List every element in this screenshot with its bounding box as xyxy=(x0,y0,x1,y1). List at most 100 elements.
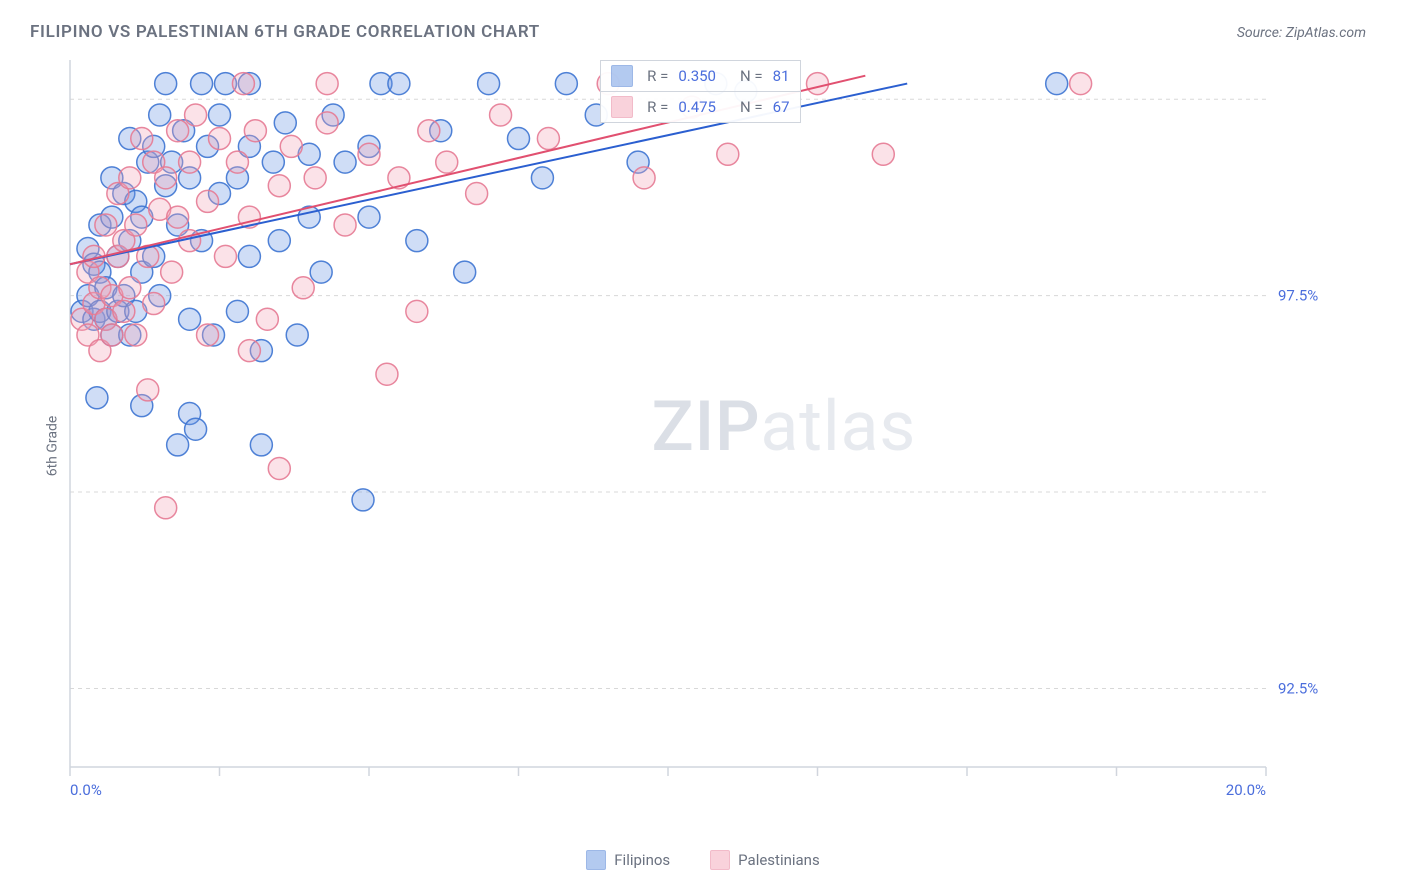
scatter-point xyxy=(717,143,739,165)
stats-legend-box: R = 0.350 N = 81 R = 0.475 N = 67 xyxy=(600,60,800,123)
scatter-point xyxy=(316,73,338,95)
scatter-point xyxy=(280,135,302,157)
stats-swatch xyxy=(611,96,633,118)
scatter-point xyxy=(334,214,356,236)
scatter-point xyxy=(807,73,829,95)
scatter-point xyxy=(1046,73,1068,95)
legend-swatch xyxy=(710,850,730,870)
scatter-point xyxy=(537,128,559,150)
stats-row: R = 0.475 N = 67 xyxy=(601,92,799,122)
legend-item: Palestinians xyxy=(710,850,820,870)
stats-N-label: N = xyxy=(740,98,763,116)
scatter-point xyxy=(86,387,108,409)
scatter-point xyxy=(119,277,141,299)
scatter-point xyxy=(226,300,248,322)
chart-title: FILIPINO VS PALESTINIAN 6TH GRADE CORREL… xyxy=(30,22,540,42)
y-tick-label: 92.5% xyxy=(1278,679,1318,697)
scatter-point xyxy=(388,73,410,95)
scatter-point xyxy=(232,73,254,95)
scatter-point xyxy=(274,112,296,134)
scatter-point xyxy=(149,104,171,126)
scatter-point xyxy=(454,261,476,283)
scatter-point xyxy=(214,245,236,267)
y-tick-label: 97.5% xyxy=(1278,287,1318,305)
scatter-point xyxy=(238,340,260,362)
scatter-point xyxy=(155,167,177,189)
stats-N-value: 81 xyxy=(773,67,790,85)
scatter-point xyxy=(113,300,135,322)
scatter-point xyxy=(478,73,500,95)
scatter-point xyxy=(268,230,290,252)
scatter-point xyxy=(191,73,213,95)
scatter-point xyxy=(250,434,272,456)
scatter-point xyxy=(179,308,201,330)
scatter-point xyxy=(508,128,530,150)
stats-R-label: R = xyxy=(647,98,668,116)
x-tick-label: 20.0% xyxy=(1226,781,1266,799)
scatter-point xyxy=(358,206,380,228)
scatter-point xyxy=(490,104,512,126)
scatter-point xyxy=(316,112,338,134)
y-axis-label: 6th Grade xyxy=(44,416,60,477)
scatter-point xyxy=(101,324,123,346)
scatter-point xyxy=(304,167,326,189)
scatter-point xyxy=(209,128,231,150)
scatter-point xyxy=(352,489,374,511)
scatter-point xyxy=(436,151,458,173)
stats-swatch xyxy=(611,65,633,87)
scatter-point xyxy=(334,151,356,173)
stats-N-label: N = xyxy=(740,67,763,85)
scatter-point xyxy=(256,308,278,330)
scatter-point xyxy=(125,214,147,236)
scatter-point xyxy=(358,143,380,165)
scatter-point xyxy=(292,277,314,299)
scatter-point xyxy=(238,245,260,267)
scatter-point xyxy=(226,151,248,173)
scatter-point xyxy=(872,143,894,165)
scatter-point xyxy=(119,167,141,189)
stats-N-value: 67 xyxy=(773,98,790,116)
scatter-point xyxy=(137,379,159,401)
scatter-point xyxy=(466,183,488,205)
scatter-point xyxy=(185,418,207,440)
scatter-point xyxy=(197,324,219,346)
plot-area: 0.0%20.0%92.5%97.5% ZIPatlas R =0.350N =… xyxy=(60,60,1346,802)
scatter-point xyxy=(197,190,219,212)
scatter-point xyxy=(376,363,398,385)
scatter-point xyxy=(209,104,231,126)
scatter-point xyxy=(179,151,201,173)
stats-R-label: R = xyxy=(647,67,668,85)
x-tick-label: 0.0% xyxy=(70,781,102,799)
scatter-point xyxy=(167,434,189,456)
legend-item: Filipinos xyxy=(586,850,670,870)
scatter-point xyxy=(310,261,332,283)
scatter-point xyxy=(125,324,147,346)
scatter-point xyxy=(406,230,428,252)
scatter-point xyxy=(286,324,308,346)
scatter-point xyxy=(268,175,290,197)
scatter-point xyxy=(155,497,177,519)
source-label: Source: ZipAtlas.com xyxy=(1237,25,1366,41)
scatter-point xyxy=(143,293,165,315)
scatter-point xyxy=(155,73,177,95)
scatter-point xyxy=(633,167,655,189)
scatter-point xyxy=(167,206,189,228)
scatter-point xyxy=(268,457,290,479)
scatter-point xyxy=(244,120,266,142)
scatter-point xyxy=(406,300,428,322)
scatter-point xyxy=(262,151,284,173)
scatter-point xyxy=(531,167,553,189)
scatter-point xyxy=(418,120,440,142)
scatter-point xyxy=(95,214,117,236)
scatter-point xyxy=(1070,73,1092,95)
series-legend: Filipinos Palestinians xyxy=(0,850,1406,870)
legend-swatch xyxy=(586,850,606,870)
scatter-point xyxy=(131,128,153,150)
scatter-point xyxy=(185,104,207,126)
scatter-point xyxy=(161,261,183,283)
stats-R-value: 0.350 xyxy=(678,67,716,85)
scatter-point xyxy=(555,73,577,95)
stats-row: R = 0.350 N = 81 xyxy=(601,61,799,92)
stats-R-value: 0.475 xyxy=(678,98,716,116)
legend-label: Palestinians xyxy=(738,851,820,869)
